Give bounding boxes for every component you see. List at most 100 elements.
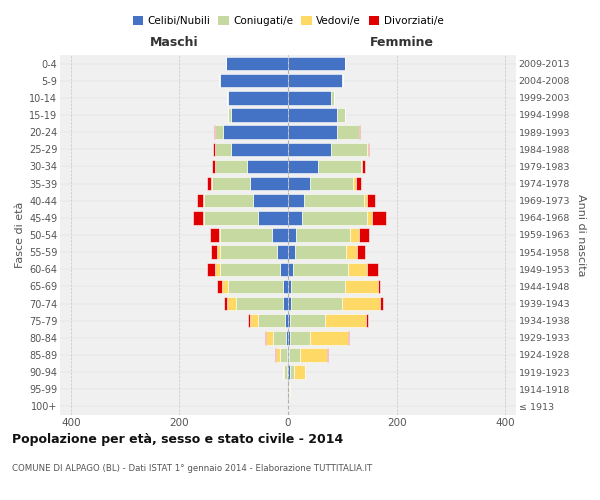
- Bar: [290, 366, 294, 379]
- Bar: [217, 246, 220, 259]
- Bar: [348, 331, 349, 344]
- Bar: [206, 177, 211, 190]
- Text: Femmine: Femmine: [370, 36, 434, 49]
- Bar: [367, 262, 377, 276]
- Bar: [337, 108, 345, 122]
- Bar: [280, 262, 288, 276]
- Bar: [286, 331, 288, 344]
- Bar: [285, 314, 288, 328]
- Bar: [250, 314, 258, 328]
- Bar: [342, 74, 343, 88]
- Bar: [231, 108, 288, 122]
- Bar: [219, 74, 220, 88]
- Bar: [361, 160, 362, 173]
- Bar: [275, 348, 276, 362]
- Bar: [228, 280, 283, 293]
- Bar: [236, 297, 283, 310]
- Bar: [220, 246, 277, 259]
- Text: Maschi: Maschi: [149, 36, 199, 49]
- Bar: [288, 348, 289, 362]
- Bar: [372, 211, 386, 224]
- Bar: [212, 160, 215, 173]
- Bar: [353, 177, 356, 190]
- Bar: [302, 211, 367, 224]
- Bar: [220, 262, 280, 276]
- Bar: [288, 142, 331, 156]
- Bar: [288, 280, 291, 293]
- Bar: [215, 262, 220, 276]
- Bar: [220, 74, 288, 88]
- Bar: [224, 297, 227, 310]
- Bar: [359, 228, 370, 241]
- Bar: [231, 142, 288, 156]
- Bar: [288, 91, 331, 104]
- Bar: [287, 348, 288, 362]
- Bar: [273, 331, 286, 344]
- Bar: [218, 228, 220, 241]
- Bar: [258, 314, 285, 328]
- Bar: [215, 142, 231, 156]
- Bar: [204, 211, 258, 224]
- Bar: [288, 57, 345, 70]
- Bar: [250, 177, 288, 190]
- Bar: [206, 262, 215, 276]
- Bar: [367, 194, 375, 207]
- Bar: [283, 280, 288, 293]
- Bar: [284, 366, 287, 379]
- Bar: [288, 108, 337, 122]
- Bar: [217, 280, 222, 293]
- Bar: [310, 331, 348, 344]
- Bar: [215, 160, 247, 173]
- Bar: [226, 57, 288, 70]
- Bar: [193, 211, 203, 224]
- Bar: [288, 160, 318, 173]
- Bar: [228, 108, 231, 122]
- Bar: [276, 348, 280, 362]
- Bar: [288, 194, 304, 207]
- Bar: [222, 280, 228, 293]
- Bar: [253, 194, 288, 207]
- Bar: [288, 366, 290, 379]
- Bar: [296, 228, 350, 241]
- Bar: [212, 177, 250, 190]
- Bar: [227, 91, 228, 104]
- Bar: [350, 228, 359, 241]
- Bar: [203, 194, 204, 207]
- Bar: [288, 382, 289, 396]
- Bar: [348, 262, 367, 276]
- Bar: [265, 331, 266, 344]
- Bar: [300, 348, 327, 362]
- Bar: [258, 211, 288, 224]
- Legend: Celibi/Nubili, Coniugati/e, Vedovi/e, Divorziati/e: Celibi/Nubili, Coniugati/e, Vedovi/e, Di…: [131, 14, 445, 28]
- Bar: [325, 314, 366, 328]
- Bar: [288, 297, 291, 310]
- Bar: [277, 246, 288, 259]
- Bar: [331, 142, 367, 156]
- Bar: [288, 228, 296, 241]
- Bar: [342, 297, 380, 310]
- Bar: [214, 126, 215, 139]
- Bar: [211, 228, 218, 241]
- Bar: [247, 160, 288, 173]
- Bar: [337, 126, 359, 139]
- Bar: [362, 160, 365, 173]
- Bar: [288, 177, 310, 190]
- Bar: [228, 91, 288, 104]
- Bar: [288, 331, 290, 344]
- Bar: [289, 382, 290, 396]
- Bar: [295, 246, 346, 259]
- Bar: [346, 246, 357, 259]
- Bar: [283, 366, 284, 379]
- Bar: [291, 297, 342, 310]
- Bar: [357, 246, 365, 259]
- Bar: [290, 331, 310, 344]
- Bar: [289, 348, 300, 362]
- Bar: [211, 177, 212, 190]
- Text: Popolazione per età, sesso e stato civile - 2014: Popolazione per età, sesso e stato civil…: [12, 432, 343, 446]
- Bar: [368, 142, 370, 156]
- Bar: [293, 262, 348, 276]
- Bar: [288, 126, 337, 139]
- Y-axis label: Anni di nascita: Anni di nascita: [576, 194, 586, 276]
- Bar: [367, 142, 368, 156]
- Bar: [291, 280, 345, 293]
